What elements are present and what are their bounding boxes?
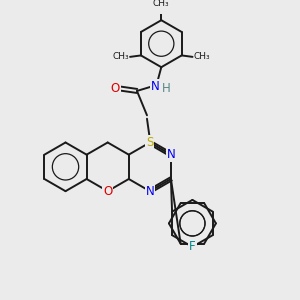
Text: O: O bbox=[103, 185, 112, 198]
Text: N: N bbox=[146, 185, 154, 198]
Text: CH₃: CH₃ bbox=[193, 52, 210, 62]
Text: H: H bbox=[162, 82, 171, 95]
Text: CH₃: CH₃ bbox=[113, 52, 130, 62]
Text: CH₃: CH₃ bbox=[153, 0, 169, 8]
Text: F: F bbox=[189, 240, 196, 254]
Text: N: N bbox=[151, 80, 160, 93]
Text: N: N bbox=[167, 148, 175, 161]
Text: S: S bbox=[146, 136, 154, 149]
Text: O: O bbox=[111, 82, 120, 94]
